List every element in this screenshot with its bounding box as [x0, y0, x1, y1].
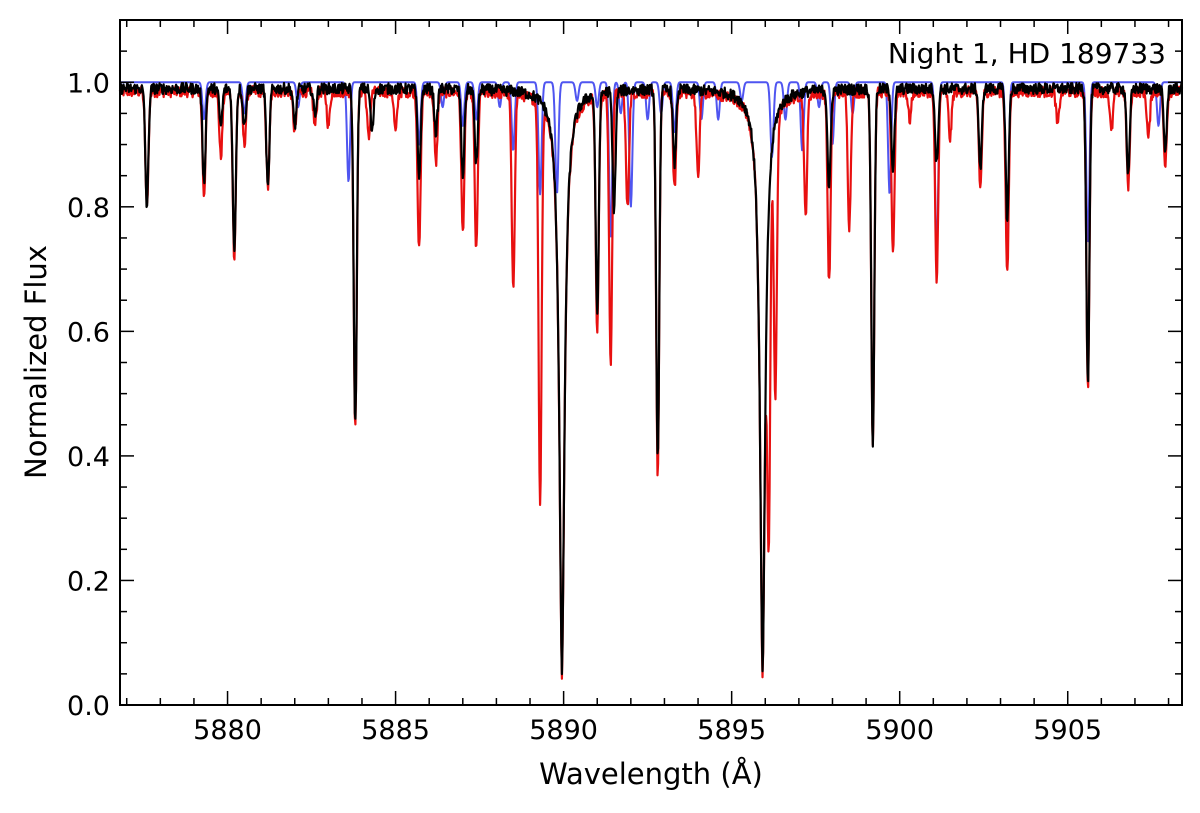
plot-frame: [119, 19, 1183, 706]
chart-annotation: Night 1, HD 189733: [888, 37, 1166, 70]
y-tick-label: 0.0: [67, 691, 110, 722]
y-axis-label: Normalized Flux: [19, 245, 53, 479]
x-axis-label: Wavelength (Å): [539, 757, 763, 791]
series-line-3: [118, 81, 1184, 676]
x-tick-label: 5880: [193, 715, 262, 746]
y-tick-label: 0.8: [67, 193, 110, 224]
x-tick-label: 5895: [697, 715, 766, 746]
series-layer: [118, 81, 1184, 680]
y-tick-label: 0.2: [67, 566, 110, 597]
x-tick-label: 5900: [865, 715, 934, 746]
y-tick-label: 0.6: [67, 317, 110, 348]
series-line-2: [118, 85, 1184, 680]
y-tick-label: 0.4: [67, 442, 110, 473]
y-tick-label: 1.0: [67, 68, 110, 99]
x-tick-label: 5905: [1033, 715, 1102, 746]
ticks-layer: 5880 5885 5890 5895 5900 5905 0.0 0.2 0.4 0.6 0.8 1…: [67, 19, 1182, 746]
series-line-1: [119, 81, 1183, 258]
x-tick-label: 5885: [361, 715, 430, 746]
x-tick-label: 5890: [529, 715, 598, 746]
